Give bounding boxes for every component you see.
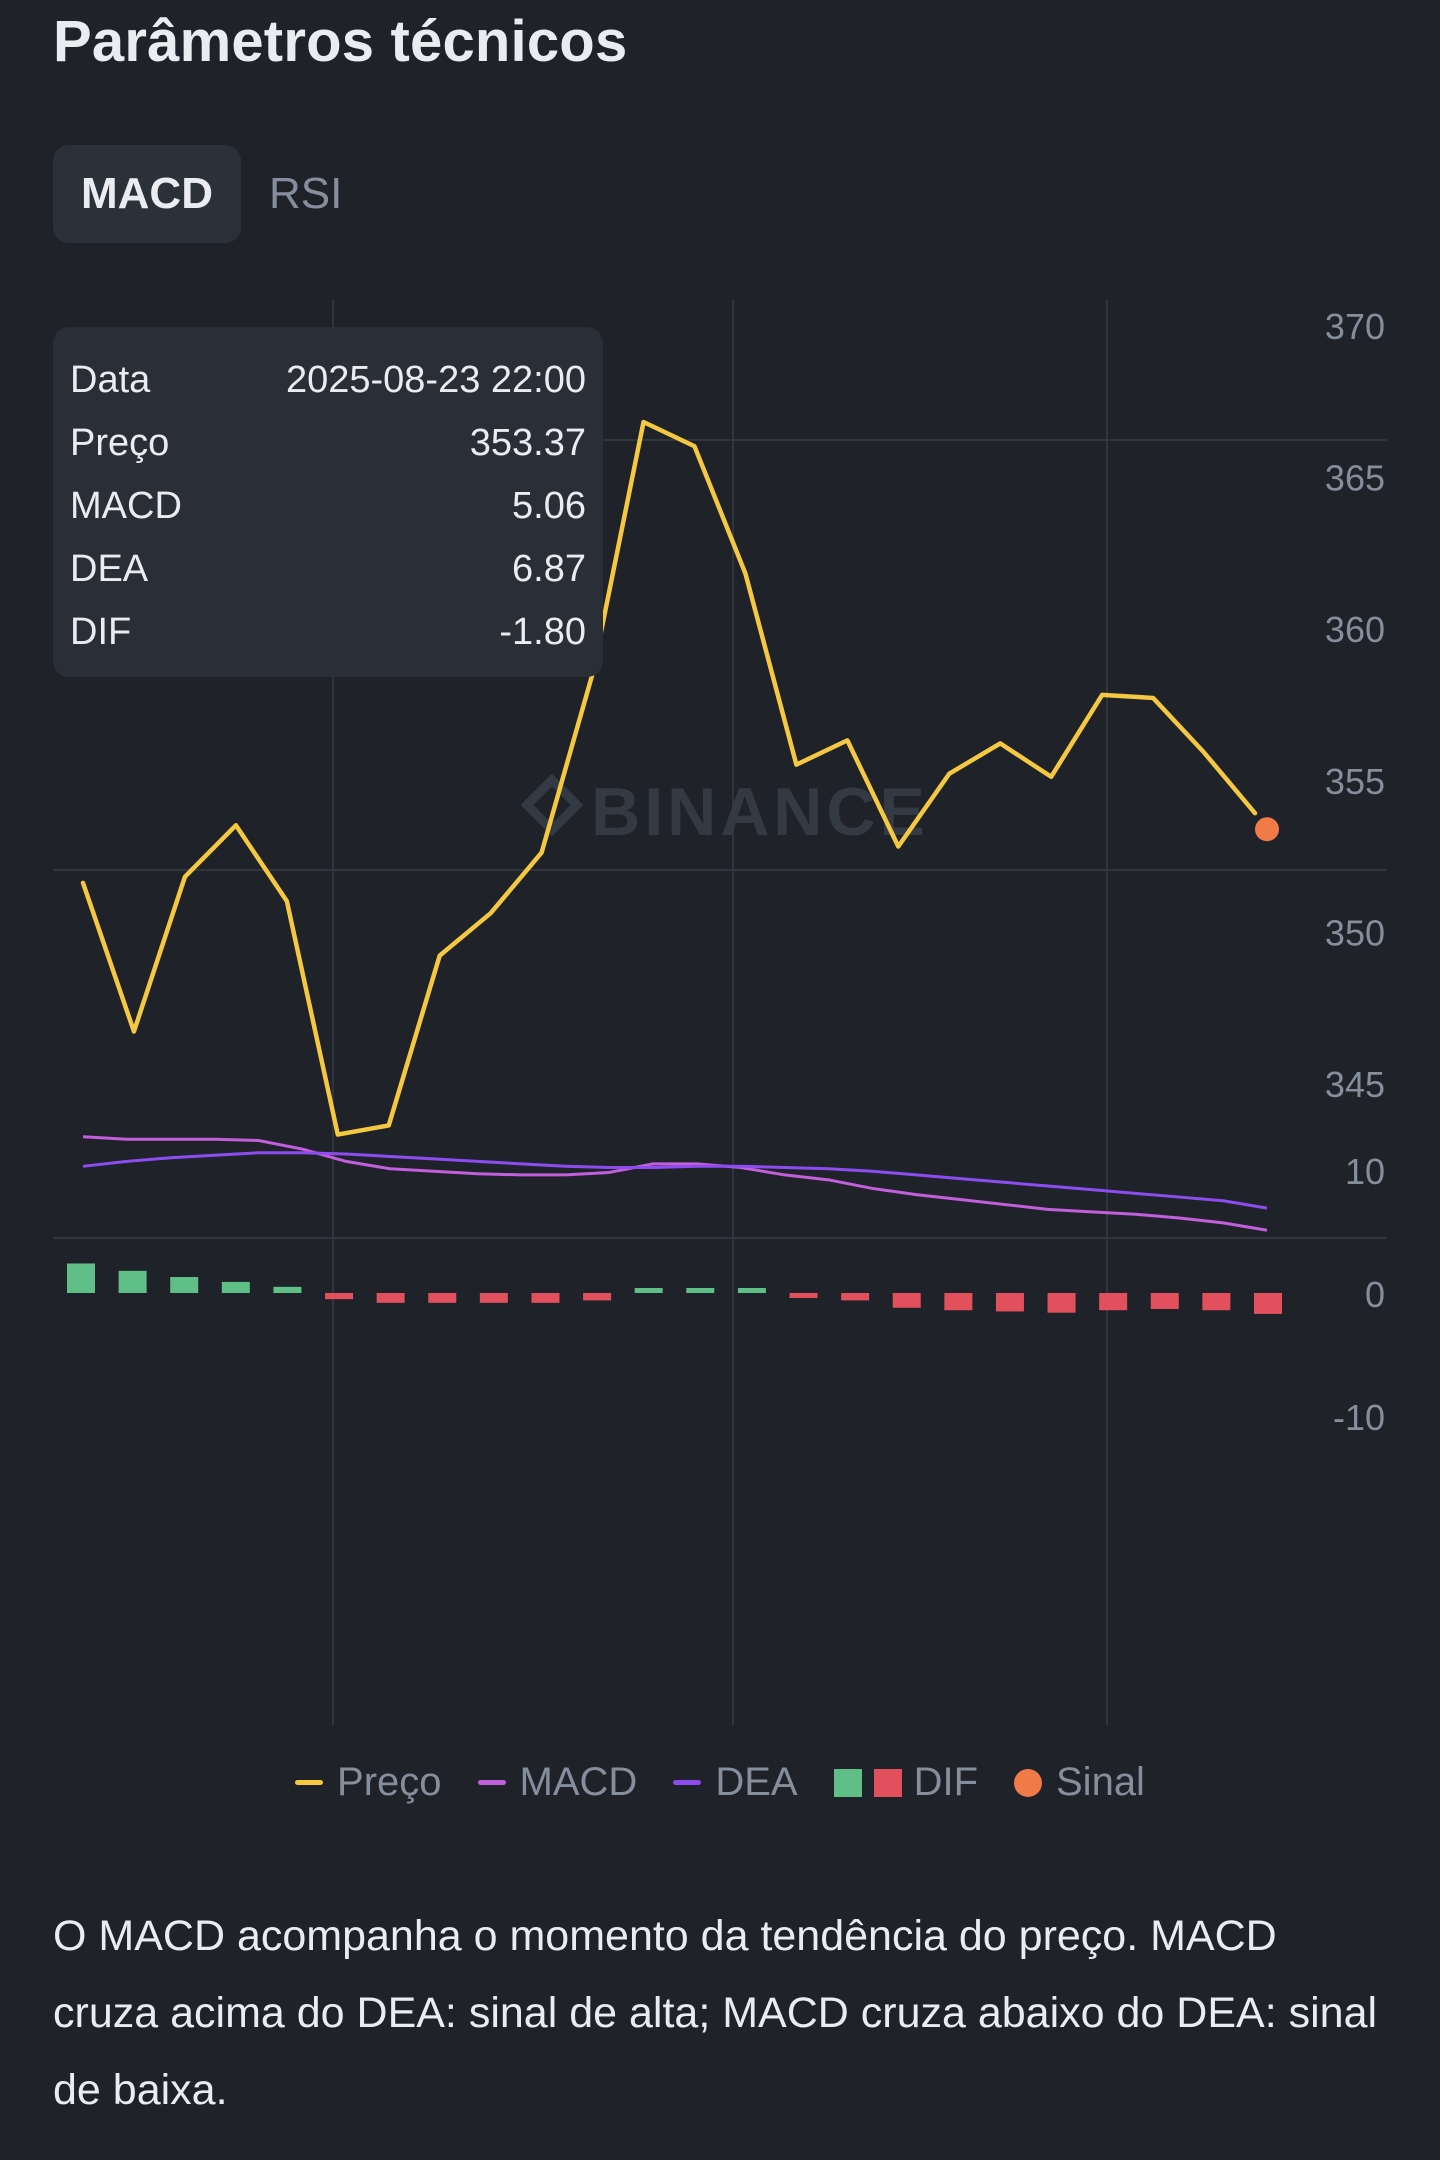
- dif-bar: [221, 1281, 250, 1293]
- signal-dot-swatch: [1014, 1768, 1042, 1797]
- tab-rsi[interactable]: RSI: [268, 169, 343, 218]
- macd-line: [82, 1135, 1268, 1232]
- dif-negative-swatch: [873, 1768, 902, 1797]
- price-axis-tick: 355: [1325, 761, 1385, 802]
- tooltip-price-label: Preço: [70, 422, 170, 464]
- dif-bar: [1150, 1293, 1179, 1309]
- dea-line: [82, 1151, 1268, 1210]
- watermark-logo-icon: [520, 773, 584, 837]
- legend-price-label: Preço: [337, 1760, 442, 1804]
- dif-bar: [1099, 1293, 1128, 1311]
- tooltip-row-dea: DEA 6.87: [70, 538, 586, 601]
- tooltip-date-value: 2025-08-23 22:00: [285, 359, 586, 401]
- dif-bar: [944, 1293, 973, 1311]
- tooltip-row-dif: DIF -1.80: [70, 601, 586, 664]
- dif-bar: [479, 1293, 508, 1303]
- tooltip-row-date: Data 2025-08-23 22:00: [70, 349, 586, 412]
- dif-bar: [1047, 1293, 1076, 1313]
- price-axis-tick: 370: [1325, 306, 1385, 347]
- tooltip-dea-value: 6.87: [512, 548, 586, 590]
- dif-bar: [531, 1293, 560, 1303]
- technical-chart[interactable]: BINANCE 345 350 355 360 365 370 -10 0 10: [0, 280, 1440, 1740]
- macd-axis-tick: 10: [1345, 1151, 1385, 1192]
- macd-axis-tick: -10: [1333, 1397, 1385, 1438]
- legend-item-dif[interactable]: DIF: [833, 1760, 978, 1805]
- macd-line-swatch: [477, 1780, 506, 1785]
- dif-bar: [170, 1277, 199, 1293]
- tooltip-row-macd: MACD 5.06: [70, 475, 586, 538]
- price-axis-tick: 365: [1325, 458, 1385, 499]
- dif-bar: [118, 1270, 147, 1293]
- tab-macd[interactable]: MACD: [53, 145, 241, 243]
- dif-bar: [325, 1293, 354, 1300]
- dif-bar: [841, 1293, 870, 1301]
- dif-bar: [1202, 1293, 1231, 1311]
- dif-bar: [995, 1293, 1024, 1312]
- legend-item-signal[interactable]: Sinal: [1014, 1760, 1145, 1805]
- dif-bar: [67, 1263, 95, 1293]
- dif-bar: [686, 1288, 715, 1293]
- price-line: [80, 419, 1258, 1137]
- dif-bar: [737, 1288, 766, 1293]
- dea-line-swatch: [673, 1780, 702, 1785]
- price-line-swatch: [295, 1780, 324, 1785]
- dif-bar: [583, 1293, 612, 1301]
- dif-bar: [789, 1293, 818, 1298]
- dif-positive-swatch: [833, 1768, 862, 1797]
- tooltip-date-label: Data: [70, 359, 151, 401]
- dif-bar: [892, 1293, 921, 1308]
- indicator-tabs: MACD RSI: [53, 145, 370, 243]
- macd-axis-tick: 0: [1365, 1274, 1385, 1315]
- dif-bar: [1254, 1293, 1282, 1314]
- legend-item-macd[interactable]: MACD: [477, 1760, 638, 1805]
- tooltip-macd-value: 5.06: [512, 485, 586, 527]
- signal-point: [1255, 817, 1279, 842]
- legend-item-dea[interactable]: DEA: [673, 1760, 798, 1805]
- price-axis-tick: 360: [1325, 609, 1385, 650]
- dif-bar: [428, 1293, 457, 1303]
- dif-bar: [634, 1288, 663, 1293]
- tooltip-dea-label: DEA: [70, 548, 149, 590]
- legend-dif-label: DIF: [913, 1760, 978, 1804]
- legend-item-price[interactable]: Preço: [295, 1760, 442, 1805]
- legend-dea-label: DEA: [715, 1760, 798, 1804]
- watermark-text: BINANCE: [591, 774, 929, 850]
- price-axis-tick: 345: [1325, 1064, 1385, 1105]
- price-axis-tick: 350: [1325, 912, 1385, 953]
- chart-tooltip: Data 2025-08-23 22:00 Preço 353.37 MACD …: [53, 327, 603, 677]
- dif-bar: [376, 1293, 405, 1303]
- tooltip-row-price: Preço 353.37: [70, 412, 586, 475]
- tooltip-price-value: 353.37: [469, 422, 586, 464]
- legend-macd-label: MACD: [519, 1760, 638, 1804]
- chart-legend: Preço MACD DEA DIF Sinal: [0, 1760, 1440, 1805]
- tooltip-macd-label: MACD: [70, 485, 182, 527]
- page-title: Parâmetros técnicos: [53, 9, 628, 74]
- macd-description: O MACD acompanha o momento da tendência …: [53, 1912, 1378, 2114]
- dif-bar: [273, 1286, 302, 1293]
- tooltip-dif-label: DIF: [70, 611, 132, 653]
- tooltip-dif-value: -1.80: [499, 611, 586, 653]
- legend-signal-label: Sinal: [1056, 1760, 1145, 1804]
